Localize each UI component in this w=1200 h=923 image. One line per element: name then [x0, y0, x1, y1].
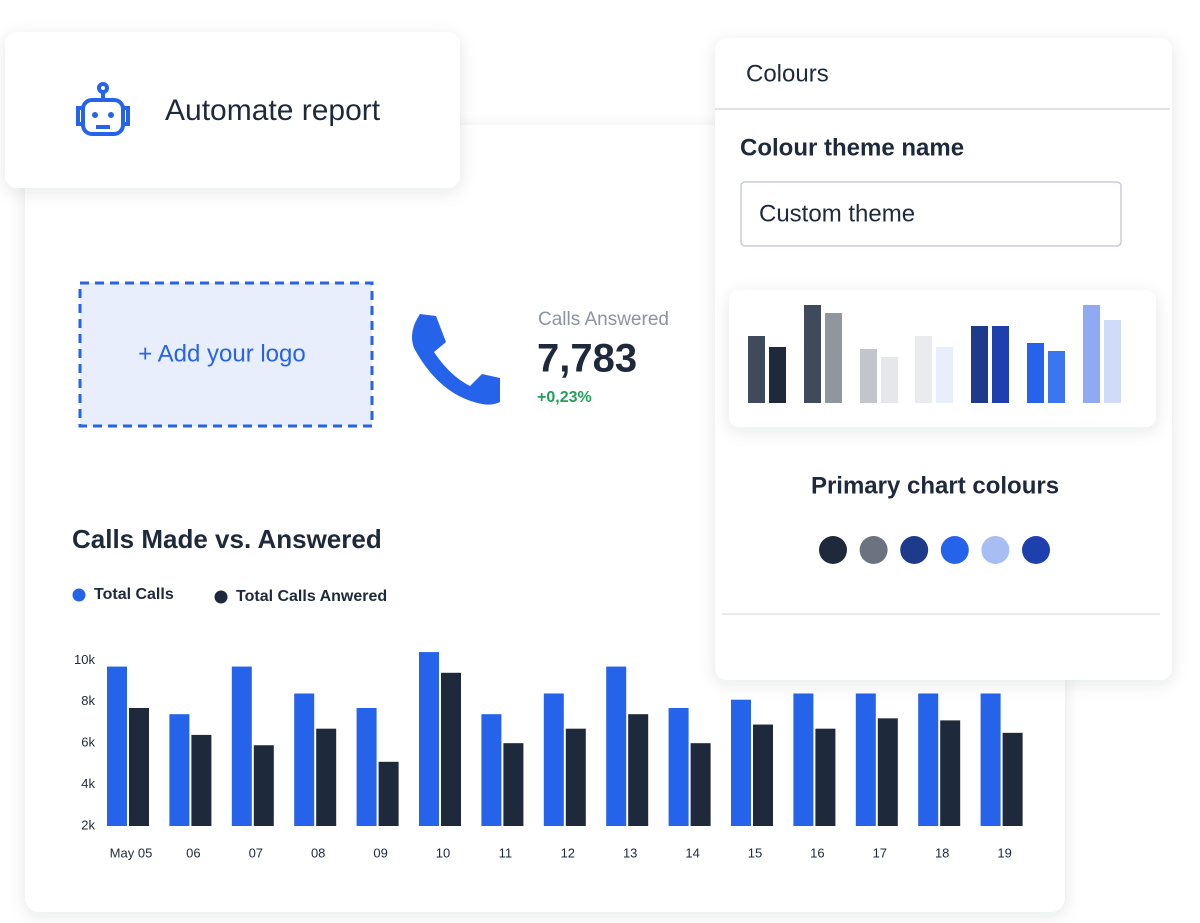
primary-label: Primary chart colours — [811, 472, 1059, 499]
x-tick-label: 07 — [249, 845, 263, 860]
y-tick-label: 2k — [81, 817, 95, 832]
bar — [815, 728, 836, 826]
bar — [294, 693, 315, 826]
colour-swatch[interactable] — [859, 536, 888, 564]
bar — [980, 693, 1001, 826]
robot-icon — [76, 82, 130, 136]
bar — [441, 672, 461, 826]
bar — [690, 743, 711, 826]
colour-swatch[interactable] — [1022, 536, 1050, 564]
bar — [793, 693, 814, 826]
x-tick-label: May 05 — [110, 845, 153, 860]
theme-input-text: Custom theme — [759, 200, 915, 227]
bar — [503, 743, 524, 826]
automate-title: Automate report — [165, 94, 381, 127]
bar — [918, 693, 939, 826]
y-tick-label: 4k — [81, 776, 95, 791]
theme-input[interactable] — [740, 181, 1122, 247]
x-tick-label: 06 — [186, 845, 200, 860]
x-tick-label: 15 — [748, 845, 762, 860]
x-tick-label: 09 — [373, 845, 387, 860]
bar — [940, 720, 961, 826]
bar — [107, 666, 127, 826]
legend-label: Total Calls Anwered — [236, 588, 387, 605]
bar — [231, 666, 252, 826]
chart-title: Calls Made vs. Answered — [72, 524, 382, 554]
x-tick-label: 19 — [997, 845, 1011, 860]
bar — [543, 693, 564, 826]
x-tick-label: 10 — [436, 845, 450, 860]
bar — [378, 761, 399, 826]
kpi-change: +0,23% — [537, 389, 592, 406]
x-tick-label: 12 — [561, 845, 575, 860]
bar — [753, 724, 773, 826]
colour-swatch[interactable] — [819, 536, 847, 564]
x-tick-label: 08 — [311, 845, 325, 860]
bar — [481, 714, 502, 826]
legend-label: Total Calls — [94, 586, 174, 603]
bar — [606, 666, 627, 826]
bar — [855, 693, 876, 826]
preview-bars — [748, 305, 1121, 403]
bar — [129, 707, 149, 826]
swatches — [819, 536, 1050, 564]
x-tick-label: 11 — [499, 845, 513, 860]
y-tick-label: 6k — [81, 735, 95, 750]
automate-card[interactable] — [5, 32, 460, 188]
bar-chart: 2k 4k 6k 8k 10k Total Calls Total Calls Anwere… — [72, 586, 1023, 860]
panel-title: Colours — [746, 60, 829, 87]
x-tick-label: 13 — [623, 845, 637, 860]
colour-swatch[interactable] — [900, 536, 929, 564]
robot-eye — [92, 112, 98, 118]
robot-eye — [108, 112, 114, 118]
x-tick-label: 14 — [685, 845, 699, 860]
legend-swatch — [214, 590, 228, 604]
x-tick-label: 17 — [873, 845, 887, 860]
x-tick-label: 16 — [810, 845, 824, 860]
bar — [1002, 732, 1023, 826]
legend-swatch — [72, 588, 86, 602]
bar — [877, 718, 898, 826]
bar — [169, 714, 190, 826]
bar — [253, 745, 274, 826]
bar — [419, 652, 439, 826]
x-tick-label: 18 — [935, 845, 949, 860]
logo-dropzone[interactable] — [78, 281, 374, 428]
y-tick-label: 10k — [74, 652, 95, 667]
kpi-label: Calls Answered — [538, 309, 669, 330]
y-tick-label: 8k — [81, 693, 95, 708]
bar — [668, 707, 689, 826]
bar — [565, 728, 586, 826]
colour-swatch[interactable] — [981, 536, 1010, 564]
phone-icon — [412, 314, 500, 405]
bar — [356, 707, 377, 826]
bar — [191, 734, 212, 826]
colour-swatch[interactable] — [940, 536, 969, 564]
theme-label: Colour theme name — [740, 134, 964, 161]
bar — [731, 699, 751, 826]
bar — [316, 728, 337, 826]
kpi-value: 7,783 — [537, 337, 637, 381]
bar — [628, 714, 649, 826]
logo-label: + Add your logo — [138, 340, 305, 367]
